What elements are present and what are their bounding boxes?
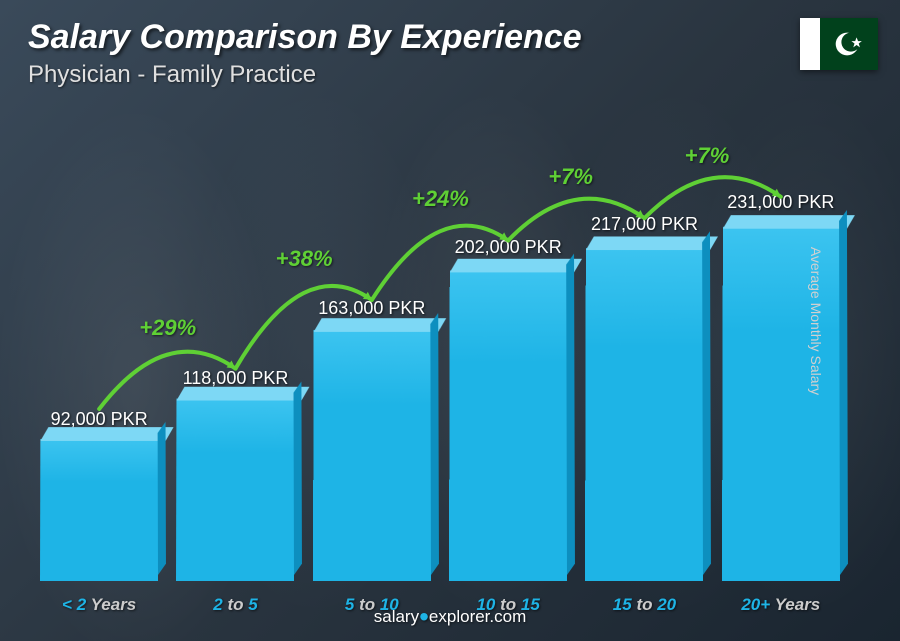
bar-side <box>430 313 439 575</box>
footer-attribution: salary•explorer.com <box>0 607 900 627</box>
bar-value-label: 231,000 PKR <box>727 192 834 213</box>
growth-pct-label: +7% <box>685 143 730 169</box>
salary-bar-chart: 92,000 PKR< 2 Years118,000 PKR2 to 5163,… <box>40 130 840 581</box>
flag-white-stripe <box>800 18 820 70</box>
y-axis-label: Average Monthly Salary <box>808 246 824 394</box>
bar-group: 92,000 PKR< 2 Years <box>40 409 158 581</box>
bar-top <box>723 215 855 229</box>
bar-side <box>703 231 712 575</box>
bar <box>585 248 703 581</box>
footer-text-prefix: salary <box>374 607 419 626</box>
bar <box>449 270 567 581</box>
bar-value-label: 163,000 PKR <box>318 298 425 319</box>
bar-front <box>585 248 703 581</box>
flag-green-field <box>820 18 879 70</box>
bar-top <box>177 387 310 401</box>
footer-dot-icon: • <box>419 601 429 632</box>
bar-top <box>40 427 174 441</box>
bar-front <box>40 439 158 581</box>
header: Salary Comparison By Experience Physicia… <box>28 18 872 89</box>
bar-top <box>586 236 718 250</box>
bar-side <box>158 422 166 575</box>
bar-group: 217,000 PKR15 to 20 <box>585 214 703 581</box>
growth-pct-label: +29% <box>139 315 196 341</box>
country-flag <box>800 18 878 70</box>
bar-front <box>449 270 567 581</box>
growth-pct-label: +24% <box>412 186 469 212</box>
bar <box>313 330 431 581</box>
bar <box>40 439 158 581</box>
page-subtitle: Physician - Family Practice <box>28 61 872 89</box>
bar-top <box>450 259 583 273</box>
bar-front <box>176 399 294 581</box>
bar-side <box>294 381 302 575</box>
bar-group: 118,000 PKR2 to 5 <box>176 368 294 581</box>
bar-group: 163,000 PKR5 to 10 <box>313 298 431 581</box>
bar-value-label: 217,000 PKR <box>591 214 698 235</box>
bar-group: 202,000 PKR10 to 15 <box>449 237 567 581</box>
bar-front <box>313 330 431 581</box>
bar <box>176 399 294 581</box>
crescent-star-icon <box>830 25 868 63</box>
footer-text-suffix: explorer.com <box>429 607 526 626</box>
bar-top <box>313 318 446 332</box>
growth-pct-label: +7% <box>548 164 593 190</box>
bar-side <box>839 210 848 575</box>
bar-value-label: 202,000 PKR <box>455 237 562 258</box>
growth-pct-label: +38% <box>276 246 333 272</box>
page-title: Salary Comparison By Experience <box>28 18 872 57</box>
bar-side <box>566 254 575 575</box>
